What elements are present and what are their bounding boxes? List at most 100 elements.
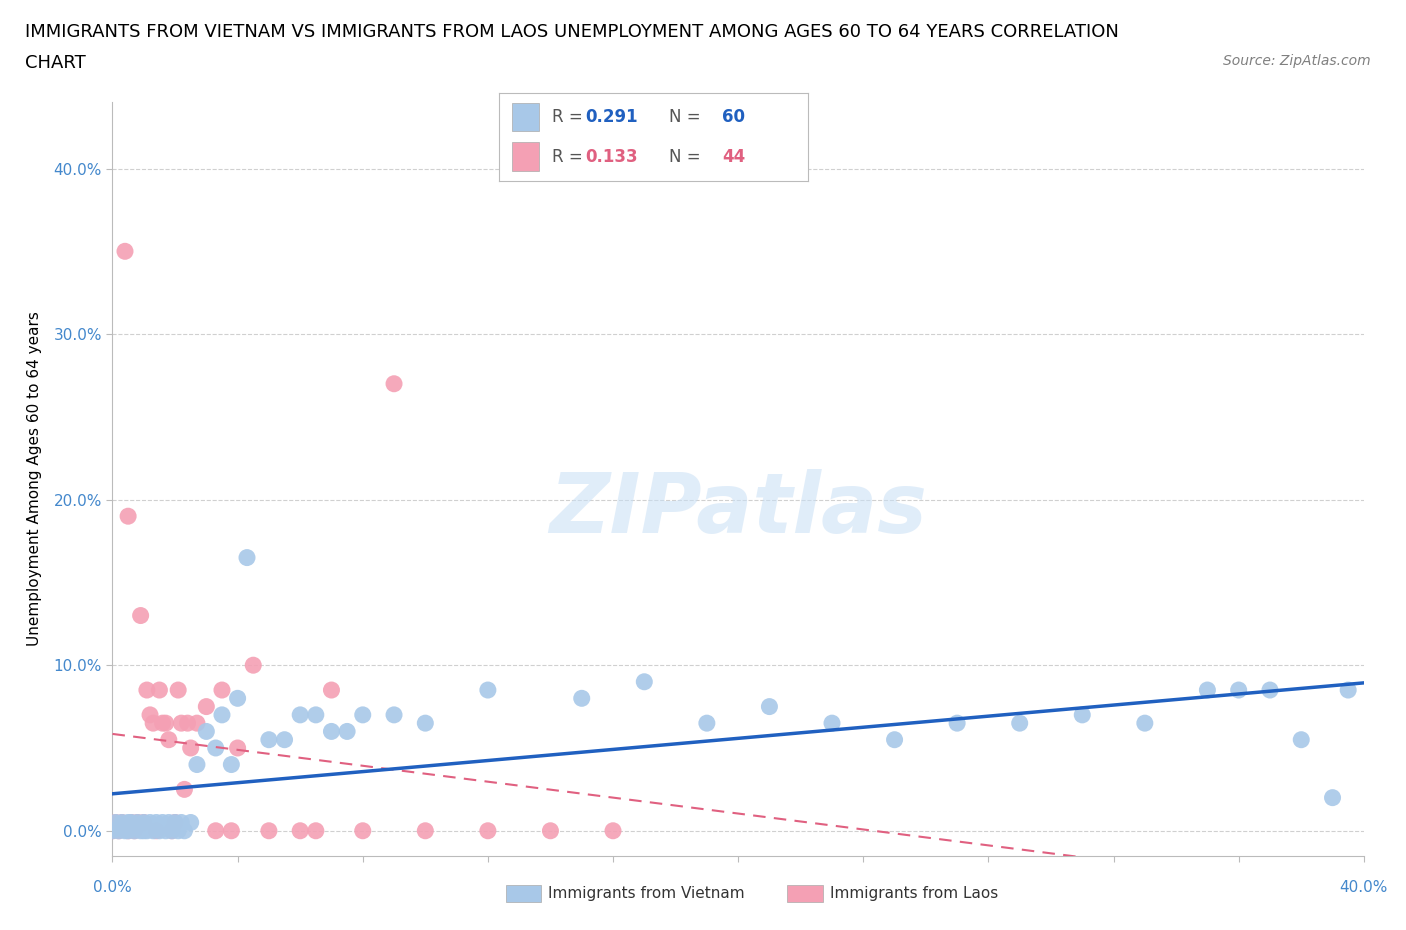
Point [135, 823, 157, 838]
Point [540, 823, 562, 838]
Point [111, 815, 134, 830]
Point [382, 377, 405, 392]
Text: R =: R = [551, 108, 588, 126]
Text: 0.291: 0.291 [586, 108, 638, 126]
Point [101, 823, 124, 838]
Text: 40.0%: 40.0% [1340, 881, 1388, 896]
Text: N =: N = [669, 108, 706, 126]
Point [477, 823, 499, 838]
Point [257, 823, 280, 838]
Point [1337, 683, 1360, 698]
Point [415, 823, 437, 838]
Point [152, 716, 174, 731]
FancyBboxPatch shape [512, 102, 540, 131]
Point [135, 683, 157, 698]
Point [127, 815, 149, 830]
Point [170, 716, 193, 731]
Point [236, 551, 259, 565]
Point [290, 823, 312, 838]
Point [696, 716, 718, 731]
Point [305, 823, 328, 838]
Point [1322, 790, 1344, 805]
Point [336, 724, 359, 738]
Point [107, 823, 129, 838]
Point [167, 823, 190, 838]
Point [120, 815, 142, 830]
Text: Immigrants from Laos: Immigrants from Laos [830, 886, 998, 901]
Point [129, 608, 152, 623]
Text: Immigrants from Vietnam: Immigrants from Vietnam [548, 886, 745, 901]
Point [883, 732, 905, 747]
Point [107, 823, 129, 838]
Point [157, 732, 180, 747]
Text: Source: ZipAtlas.com: Source: ZipAtlas.com [1223, 54, 1371, 68]
Point [352, 708, 374, 723]
Point [155, 823, 177, 838]
Point [129, 823, 152, 838]
Point [104, 815, 127, 830]
Point [821, 716, 844, 731]
Point [1258, 683, 1281, 698]
Point [155, 716, 177, 731]
Point [111, 815, 134, 830]
Point [124, 823, 146, 838]
Point [114, 244, 136, 259]
Point [173, 782, 195, 797]
Point [221, 757, 243, 772]
Point [117, 509, 139, 524]
Point [571, 691, 593, 706]
Point [139, 708, 162, 723]
Point [186, 757, 208, 772]
Point [321, 724, 343, 738]
Text: R =: R = [551, 148, 588, 166]
Point [117, 815, 139, 830]
Point [176, 716, 198, 731]
Point [117, 823, 139, 838]
Point [290, 708, 312, 723]
Point [186, 716, 208, 731]
Point [1227, 683, 1250, 698]
Point [101, 823, 124, 838]
Point [152, 815, 174, 830]
Text: 44: 44 [721, 148, 745, 166]
Point [195, 724, 218, 738]
Point [132, 823, 155, 838]
Point [163, 815, 186, 830]
Point [127, 815, 149, 830]
Text: 0.133: 0.133 [586, 148, 638, 166]
Point [160, 823, 183, 838]
Point [195, 699, 218, 714]
Point [120, 815, 142, 830]
Point [382, 708, 405, 723]
Point [180, 740, 202, 755]
Point [273, 732, 295, 747]
Point [242, 658, 264, 672]
Text: IMMIGRANTS FROM VIETNAM VS IMMIGRANTS FROM LAOS UNEMPLOYMENT AMONG AGES 60 TO 64: IMMIGRANTS FROM VIETNAM VS IMMIGRANTS FR… [25, 23, 1119, 41]
Point [321, 683, 343, 698]
FancyBboxPatch shape [512, 142, 540, 171]
Point [132, 815, 155, 830]
Point [257, 732, 280, 747]
Point [142, 823, 165, 838]
Text: ZIPatlas: ZIPatlas [550, 469, 927, 550]
Point [148, 823, 170, 838]
Point [352, 823, 374, 838]
Point [139, 815, 162, 830]
Point [477, 683, 499, 698]
Text: N =: N = [669, 148, 706, 166]
Point [163, 815, 186, 830]
Point [145, 823, 167, 838]
Point [226, 740, 249, 755]
Point [211, 708, 233, 723]
Point [226, 691, 249, 706]
Point [211, 683, 233, 698]
Text: 60: 60 [721, 108, 745, 126]
Point [104, 815, 127, 830]
Point [124, 823, 146, 838]
Text: 0.0%: 0.0% [93, 881, 132, 896]
Point [221, 823, 243, 838]
Point [1291, 732, 1313, 747]
Point [114, 823, 136, 838]
Point [1008, 716, 1031, 731]
Point [142, 716, 165, 731]
